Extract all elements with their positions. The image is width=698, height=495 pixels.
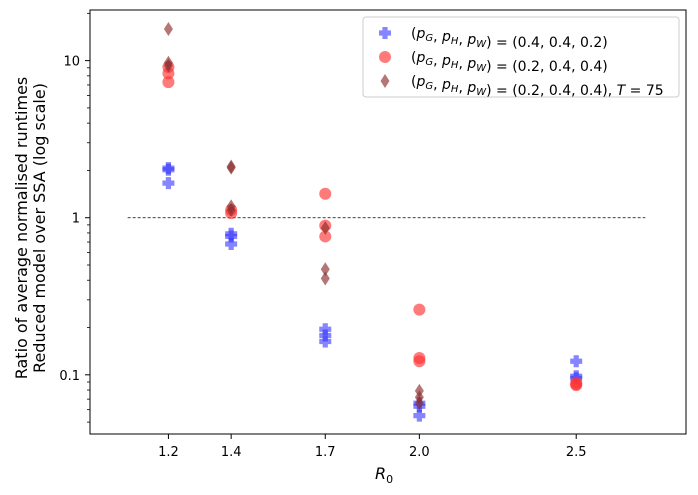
data-point — [320, 271, 330, 286]
data-point — [414, 396, 424, 411]
y-axis-label-line2: Reduced model over SSA (log scale) — [30, 83, 49, 373]
legend-marker — [380, 74, 390, 88]
x-tick-label: 2.0 — [409, 445, 430, 460]
data-point — [413, 355, 426, 368]
data-point — [162, 76, 175, 89]
legend-marker — [379, 27, 391, 39]
series-3 — [163, 21, 424, 411]
data-point — [320, 262, 330, 277]
data-point — [413, 303, 426, 316]
data-point — [225, 230, 238, 243]
data-point — [226, 160, 236, 175]
data-point — [320, 221, 330, 236]
tick-layer: 1.2 1.4 1.7 2.0 2.5 0.1 1 10 — [59, 12, 587, 460]
x-tick-label: 1.7 — [315, 445, 336, 460]
series-1 — [162, 162, 583, 422]
data-point — [319, 323, 332, 336]
data-point — [413, 409, 426, 422]
y-tick-label: 0.1 — [59, 369, 80, 384]
plot-area — [89, 9, 687, 435]
data-point — [319, 329, 332, 342]
data-point — [163, 21, 173, 36]
x-tick-label: 1.2 — [158, 445, 179, 460]
x-axis-label: R0 — [375, 464, 393, 486]
plot-frame — [89, 9, 687, 435]
legend-entry: (pG, pH, pW) = (0.2, 0.4, 0.4), T = 75 — [411, 74, 664, 99]
data-point — [226, 202, 236, 217]
x-axis-label-main: R — [375, 464, 386, 483]
x-tick-label: 1.4 — [221, 445, 242, 460]
legend-entry: (pG, pH, pW) = (0.4, 0.4, 0.2) — [411, 26, 608, 51]
y-axis-label-line1: Ratio of average normalised runtimes — [12, 77, 31, 380]
legend-marker — [379, 51, 391, 63]
data-point — [319, 230, 332, 243]
series-2 — [162, 61, 583, 392]
legend: (pG, pH, pW) = (0.4, 0.4, 0.2)(pG, pH, p… — [362, 16, 680, 99]
x-tick-label: 2.5 — [566, 445, 587, 460]
data-point — [163, 58, 173, 73]
legend-box — [362, 16, 680, 98]
data-point — [570, 379, 583, 392]
data-points — [162, 21, 583, 422]
data-point — [162, 177, 175, 190]
data-point — [319, 335, 332, 348]
legend-entry: (pG, pH, pW) = (0.2, 0.4, 0.4) — [411, 50, 608, 75]
x-axis-label-sub: 0 — [386, 473, 393, 486]
data-point — [162, 67, 175, 80]
data-point — [570, 355, 583, 368]
data-point — [319, 187, 332, 200]
data-point — [162, 163, 175, 176]
y-tick-label: 1 — [72, 212, 80, 227]
data-point — [225, 238, 238, 251]
y-tick-label: 10 — [63, 55, 80, 70]
